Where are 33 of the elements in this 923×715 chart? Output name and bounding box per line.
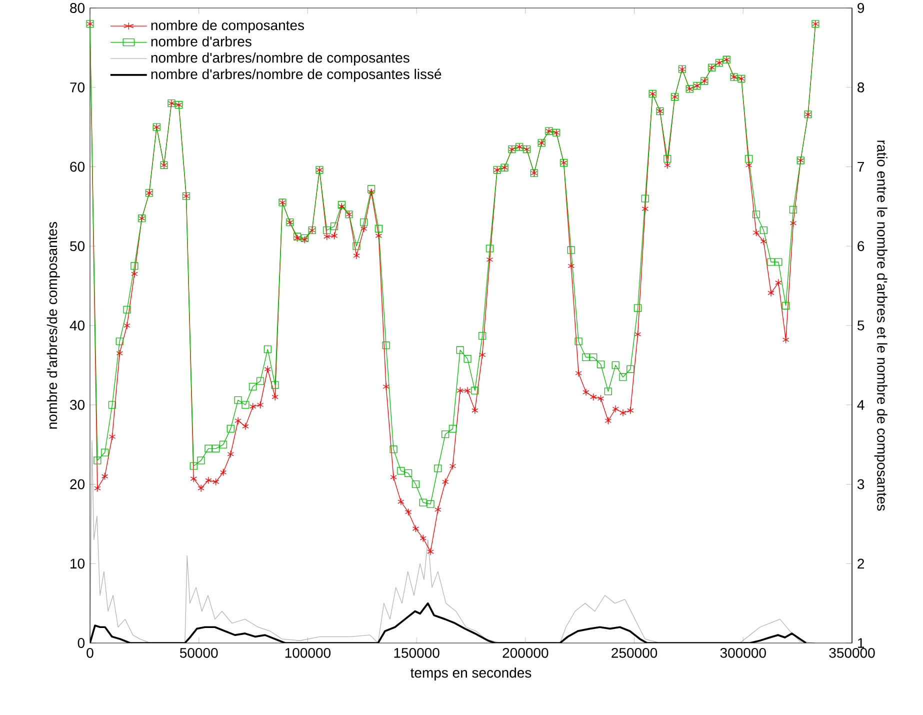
legend-label: nombre d'arbres/nombre de composantes	[151, 52, 410, 66]
y-tick-label: 40	[70, 320, 85, 330]
y-axis-title: nombre d'arbres/de composantes	[46, 222, 60, 429]
y2-tick-label: 3	[857, 479, 864, 490]
legend-label: nombre d'arbres/nombre de composantes lissé	[151, 68, 442, 82]
x-tick-label: 300000	[720, 648, 766, 658]
y-tick-label: 0	[78, 638, 85, 648]
y2-tick-label: 4	[857, 400, 864, 410]
y2-tick-label: 1	[858, 638, 864, 648]
x-axis-title: temps en secondes	[410, 667, 532, 680]
y2-tick-label: 5	[858, 320, 864, 330]
y2-tick-label: 7	[858, 162, 864, 172]
y-tick-label: 80	[70, 3, 85, 13]
y2-axis-title: ratio entre le nombre d'arbres et le nombre de composantes	[874, 140, 888, 511]
y2-tick-label: 9	[858, 3, 864, 13]
x-tick-label: 350000	[829, 648, 875, 658]
x-tick-label: 150000	[394, 648, 440, 658]
y-tick-label: 50	[70, 241, 85, 252]
y-tick-label: 70	[70, 82, 85, 92]
y2-tick-label: 6	[858, 241, 864, 252]
legend-label: nombre de composantes	[151, 20, 304, 33]
y-tick-label: 10	[70, 558, 85, 569]
x-tick-label: 0	[86, 648, 94, 658]
legend-label: nombre d'arbres	[151, 36, 252, 46]
x-tick-label: 100000	[285, 648, 331, 658]
y2-tick-label: 8	[858, 82, 864, 92]
y-tick-label: 60	[70, 162, 85, 172]
y2-tick-label: 2	[858, 558, 864, 569]
x-tick-label: 250000	[612, 648, 658, 658]
x-tick-label: 200000	[502, 648, 548, 658]
y-tick-label: 20	[70, 479, 85, 490]
y-tick-label: 30	[70, 400, 85, 410]
x-tick-label: 50000	[180, 648, 218, 658]
